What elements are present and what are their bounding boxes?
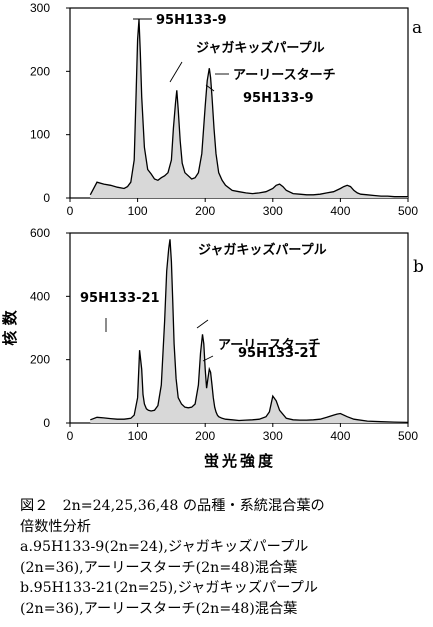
y-tick-label: 600 [30,226,50,240]
plot-frame-b [69,232,409,424]
y-tick-label: 200 [30,353,50,367]
leader-line [169,61,183,83]
leader-line [196,319,209,329]
x-tick-label: 0 [67,429,74,443]
chart-b: 0 100 200 300 400 500 0 200 400 600 b ジャガキッズパープル … [1,226,424,470]
y-tick-label: 200 [30,64,50,78]
y-tick-label: 400 [30,289,50,303]
y-tick-label: 0 [43,191,50,205]
annotations-a: 95H133-9 ジャガキッズパープル アーリースターチ 95H133-9 [133,13,336,106]
plot-frame-a [69,7,409,199]
figure: 0 100 200 300 400 500 0 100 200 300 a 95H133-9 ジャ… [1,1,424,470]
x-tick-label: 100 [128,429,148,443]
x-tick-label: 400 [330,429,350,443]
caption-line: 倍数性分析 [20,518,91,535]
chart-a: 0 100 200 300 400 500 0 100 200 300 a 95H133-9 ジャ… [30,1,422,218]
panel-label-b: b [413,257,424,277]
caption-line: (2n=36),アーリースターチ(2n=48)混合葉 [20,600,298,617]
x-tick-label: 500 [398,429,418,443]
caption-line: a.95H133-9(2n=24),ジャガキッズパープル [20,539,309,555]
y-tick-label: 0 [43,416,50,430]
y-axis-label: 核 数 [1,309,19,345]
annotation-95H133-21-second: 95H133-21 [238,346,318,361]
annotations-b: ジャガキッズパープル 95H133-21 アーリースターチ 95H133-21 [80,242,327,362]
x-tick-label: 0 [67,204,74,218]
panel-label-a: a [412,18,422,38]
leader-line [202,355,214,362]
figure-caption: 図２ 2n=24,25,36,48 の品種・系統混合葉の 倍数性分析 a.95H… [20,496,430,619]
x-tick-label: 300 [263,429,283,443]
annotation-jaga-kids-purple-a: ジャガキッズパープル [196,40,325,56]
x-tick-label: 300 [263,204,283,218]
annotation-95H133-9-second: 95H133-9 [243,91,314,106]
caption-line: (2n=36),アーリースターチ(2n=48)混合葉 [20,559,298,576]
annotation-early-starch-b: アーリースターチ [218,338,321,353]
x-axis-label: 蛍光強度 [204,452,276,470]
annotation-95H133-9-first: 95H133-9 [156,13,227,28]
x-tick-label: 200 [195,204,215,218]
y-tick-label: 300 [30,1,50,15]
annotation-jaga-kids-purple-b: ジャガキッズパープル [198,242,327,258]
x-tick-label: 200 [195,429,215,443]
leader-line [205,84,215,92]
x-tick-label: 400 [330,204,350,218]
histogram-line-b [90,239,409,424]
caption-line: b.95H133-21(2n=25),ジャガキッズパープル [20,580,318,596]
x-tick-label: 500 [398,204,418,218]
x-tick-label: 100 [128,204,148,218]
annotation-early-starch-a: アーリースターチ [233,68,336,83]
caption-line: 図２ 2n=24,25,36,48 の品種・系統混合葉の [20,498,325,514]
histogram-line-a [89,19,408,198]
y-tick-label: 100 [30,128,50,142]
annotation-95H133-21-first: 95H133-21 [80,291,160,306]
histogram-area-b [90,239,409,423]
